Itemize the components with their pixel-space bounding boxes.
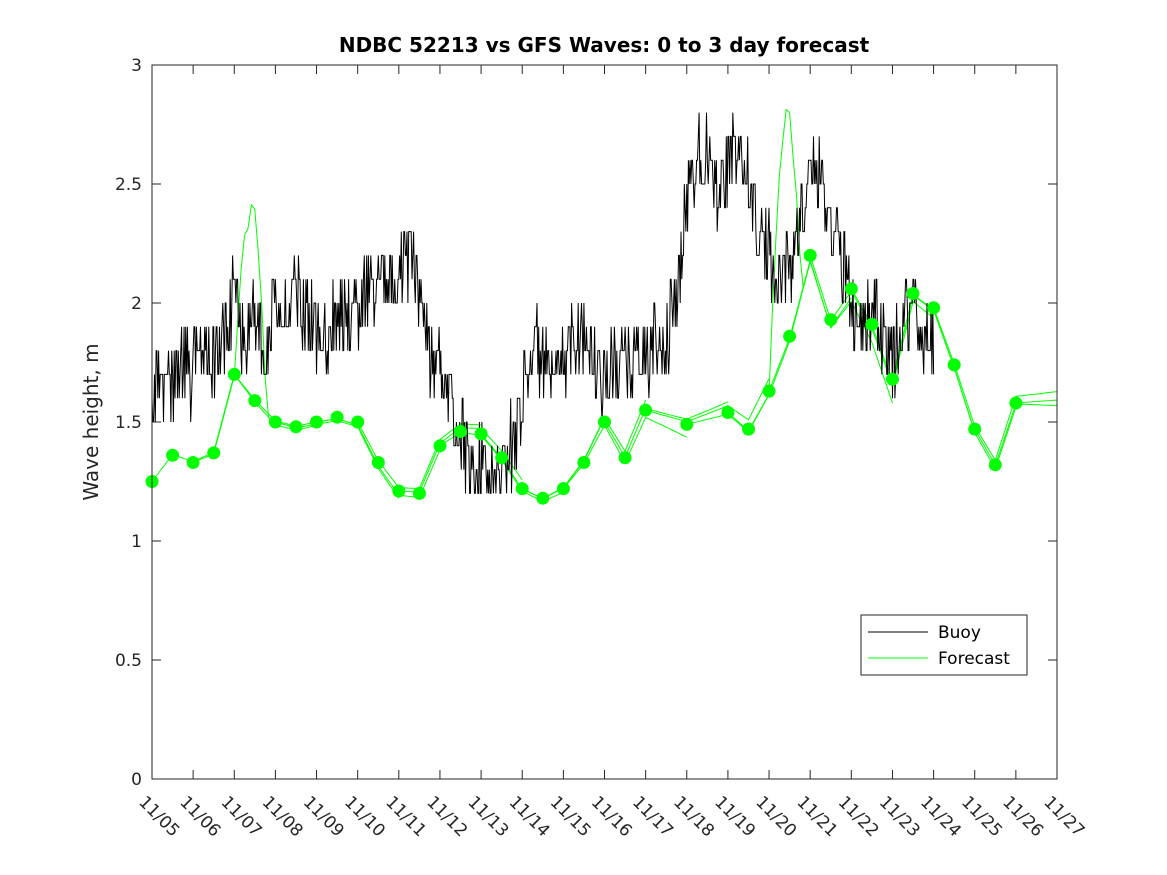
forecast-point — [330, 410, 344, 424]
forecast-point — [515, 482, 529, 496]
forecast-point — [968, 422, 982, 436]
y-tick-label: 2 — [131, 294, 142, 314]
forecast-point — [186, 456, 200, 469]
forecast-point — [351, 415, 365, 429]
forecast-point — [392, 484, 406, 498]
y-tick-label: 0 — [131, 770, 142, 790]
y-tick-label: 1 — [131, 532, 142, 552]
forecast-point — [783, 329, 797, 343]
forecast-point — [886, 372, 899, 386]
forecast-markers — [145, 248, 1023, 505]
forecast-point — [371, 456, 385, 469]
forecast-point — [1009, 396, 1023, 410]
forecast-point — [721, 406, 735, 419]
forecast-point — [495, 451, 509, 465]
y-tick-label: 2.5 — [115, 175, 142, 195]
forecast-point — [865, 317, 879, 331]
forecast-point — [166, 448, 180, 462]
forecast-point — [803, 248, 817, 262]
forecast-point — [268, 415, 282, 429]
y-tick-label: 1.5 — [115, 413, 142, 433]
y-axis: 0 0.5 1 1.5 2 2.5 3 — [115, 56, 1057, 790]
legend-box — [860, 614, 1028, 676]
forecast-point — [207, 446, 221, 460]
y-axis-label: Wave height, m — [79, 343, 103, 500]
chart-title: NDBC 52213 vs GFS Waves: 0 to 3 day fore… — [339, 33, 870, 57]
forecast-point — [454, 425, 467, 438]
forecast-point — [433, 439, 447, 453]
forecast-point — [742, 422, 755, 436]
y-tick-label: 0.5 — [115, 651, 142, 671]
forecast-point — [762, 384, 776, 398]
legend-forecast-label: Forecast — [938, 649, 1010, 669]
forecast-point — [310, 415, 323, 429]
legend-buoy-label: Buoy — [938, 623, 981, 643]
forecast-point — [927, 301, 941, 315]
y-tick-label: 3 — [131, 56, 142, 76]
forecast-point — [412, 486, 426, 500]
forecast-point — [639, 403, 653, 417]
forecast-point — [536, 491, 550, 505]
forecast-line — [645, 378, 770, 423]
legend: Buoy Forecast — [860, 614, 1028, 676]
forecast-point — [556, 482, 570, 496]
forecast-point — [618, 451, 632, 465]
forecast-point — [680, 417, 694, 431]
forecast-point — [844, 282, 858, 296]
buoy-line — [151, 112, 935, 494]
forecast-point — [598, 415, 611, 429]
forecast-point — [474, 427, 488, 441]
forecast-point — [988, 458, 1002, 472]
forecast-point — [947, 358, 961, 372]
forecast-point — [906, 287, 920, 300]
forecast-point — [824, 313, 838, 327]
forecast-point — [248, 394, 262, 408]
forecast-line — [1015, 399, 1058, 404]
forecast-point — [577, 456, 591, 469]
forecast-point — [289, 420, 303, 434]
forecast-point — [227, 367, 241, 381]
buoy-series — [151, 112, 935, 494]
